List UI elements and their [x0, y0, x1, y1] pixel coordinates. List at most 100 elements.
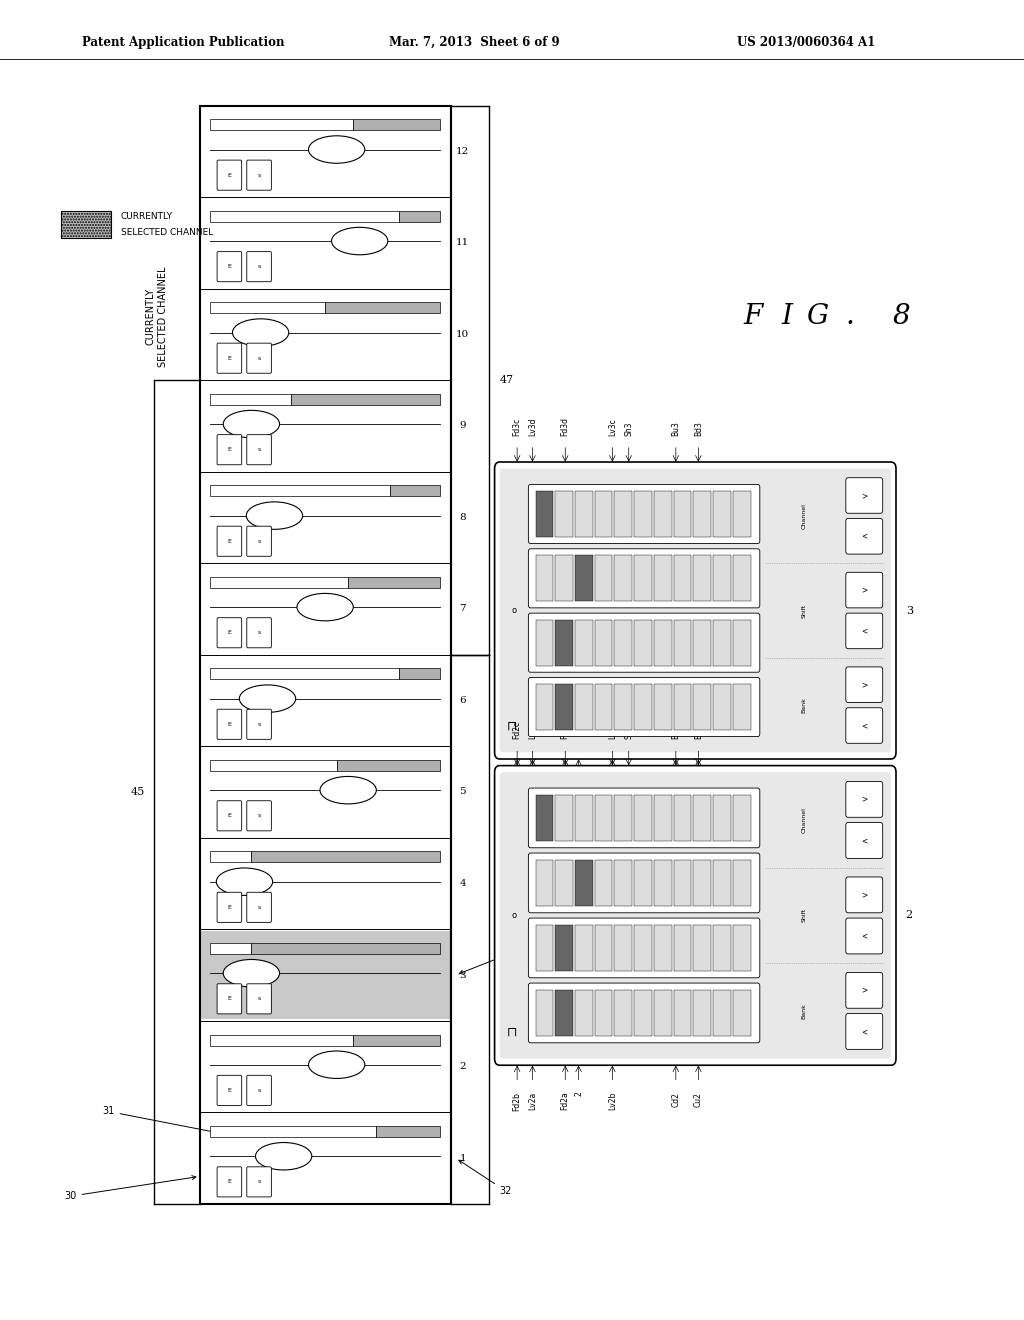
- Bar: [713, 990, 731, 1036]
- FancyBboxPatch shape: [217, 1076, 242, 1105]
- FancyBboxPatch shape: [500, 469, 891, 752]
- Text: s: s: [257, 630, 261, 635]
- FancyBboxPatch shape: [846, 1014, 883, 1049]
- Bar: [693, 556, 711, 602]
- Text: o: o: [511, 606, 517, 615]
- Text: 1: 1: [460, 1154, 466, 1163]
- FancyBboxPatch shape: [528, 919, 760, 978]
- FancyBboxPatch shape: [846, 781, 883, 817]
- Bar: [693, 491, 711, 537]
- Bar: [337, 760, 440, 771]
- Bar: [210, 302, 326, 313]
- Bar: [634, 684, 652, 730]
- Text: o: o: [511, 911, 517, 920]
- Text: 10: 10: [457, 330, 469, 339]
- Text: ⊓: ⊓: [507, 1026, 517, 1039]
- Text: s: s: [257, 447, 261, 453]
- Bar: [654, 684, 672, 730]
- FancyBboxPatch shape: [247, 892, 271, 923]
- Text: s: s: [257, 355, 261, 360]
- Bar: [733, 684, 751, 730]
- Bar: [654, 795, 672, 841]
- Text: s: s: [257, 173, 261, 178]
- Bar: [575, 556, 593, 602]
- Text: 46: 46: [500, 924, 514, 935]
- Text: US 2013/0060364 A1: US 2013/0060364 A1: [737, 36, 876, 49]
- Text: s: s: [257, 997, 261, 1002]
- Text: SELECTED CHANNEL: SELECTED CHANNEL: [121, 228, 213, 236]
- FancyBboxPatch shape: [528, 853, 760, 913]
- Bar: [713, 684, 731, 730]
- FancyBboxPatch shape: [528, 788, 760, 847]
- Bar: [693, 795, 711, 841]
- Text: E: E: [227, 1179, 231, 1184]
- Bar: [536, 795, 553, 841]
- Bar: [614, 620, 632, 665]
- Text: 6: 6: [460, 696, 466, 705]
- Text: <: <: [861, 721, 867, 730]
- Bar: [210, 851, 252, 862]
- Text: 2: 2: [906, 911, 912, 920]
- Text: Fd2a: Fd2a: [561, 1092, 569, 1110]
- Text: Bd3: Bd3: [694, 421, 702, 436]
- Bar: [536, 859, 553, 906]
- Bar: [536, 684, 553, 730]
- Text: s: s: [257, 722, 261, 727]
- Bar: [674, 684, 691, 730]
- Text: Lv2b: Lv2b: [608, 1092, 616, 1110]
- Text: 33: 33: [460, 950, 512, 974]
- Text: E: E: [227, 1088, 231, 1093]
- Text: Fd3d: Fd3d: [561, 417, 569, 436]
- Text: s: s: [257, 1088, 261, 1093]
- Text: 47: 47: [500, 375, 514, 385]
- Bar: [614, 795, 632, 841]
- Bar: [634, 795, 652, 841]
- Text: 11: 11: [457, 239, 469, 247]
- Bar: [674, 491, 691, 537]
- Text: Channel: Channel: [802, 503, 806, 529]
- Text: Bank: Bank: [802, 1003, 806, 1019]
- Text: CURRENTLY
SELECTED CHANNEL: CURRENTLY SELECTED CHANNEL: [145, 267, 168, 367]
- Text: E: E: [227, 264, 231, 269]
- Text: Bu3: Bu3: [672, 421, 680, 436]
- Text: CURRENTLY: CURRENTLY: [121, 213, 173, 220]
- Text: Lv2a: Lv2a: [528, 1092, 537, 1110]
- Bar: [210, 942, 252, 954]
- Text: Lv3a: Lv3a: [528, 785, 537, 804]
- Ellipse shape: [256, 1143, 312, 1170]
- Text: E: E: [227, 630, 231, 635]
- Bar: [674, 924, 691, 972]
- Ellipse shape: [308, 136, 365, 164]
- Bar: [595, 990, 612, 1036]
- Text: 12: 12: [457, 147, 469, 156]
- FancyBboxPatch shape: [846, 876, 883, 913]
- Bar: [210, 668, 398, 680]
- Text: 2: 2: [460, 1063, 466, 1071]
- Bar: [634, 491, 652, 537]
- Bar: [575, 620, 593, 665]
- Bar: [575, 491, 593, 537]
- Ellipse shape: [319, 776, 377, 804]
- Bar: [693, 684, 711, 730]
- Text: 3: 3: [460, 970, 466, 979]
- Bar: [614, 684, 632, 730]
- Bar: [674, 556, 691, 602]
- Bar: [536, 990, 553, 1036]
- Text: s: s: [257, 539, 261, 544]
- Bar: [674, 859, 691, 906]
- Text: 45: 45: [131, 787, 145, 797]
- Bar: [595, 859, 612, 906]
- Bar: [210, 760, 337, 771]
- Text: 32: 32: [459, 1160, 512, 1196]
- Bar: [536, 491, 553, 537]
- Text: s: s: [257, 813, 261, 818]
- Bar: [733, 795, 751, 841]
- Ellipse shape: [223, 411, 280, 438]
- FancyBboxPatch shape: [846, 612, 883, 648]
- Bar: [713, 859, 731, 906]
- Bar: [398, 211, 440, 222]
- FancyBboxPatch shape: [247, 709, 271, 739]
- Bar: [595, 684, 612, 730]
- Bar: [654, 620, 672, 665]
- FancyBboxPatch shape: [247, 527, 271, 556]
